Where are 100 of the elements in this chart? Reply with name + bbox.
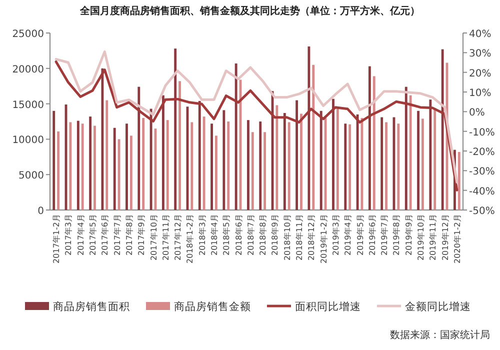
- y-tick-label: 25000: [12, 29, 44, 40]
- bar: [162, 95, 164, 210]
- bar: [246, 120, 250, 210]
- x-tick-label: 2019年12月: [440, 214, 450, 261]
- bar: [372, 76, 376, 210]
- bar: [344, 124, 347, 210]
- x-tick-label: 2018年8月: [258, 214, 268, 256]
- bar: [126, 124, 128, 210]
- bar: [202, 116, 206, 210]
- bar: [421, 118, 424, 210]
- bar: [441, 49, 444, 210]
- bar: [276, 105, 278, 210]
- bar: [174, 48, 177, 210]
- bar: [429, 100, 432, 210]
- x-tick-label: 2019年10月: [416, 214, 426, 261]
- bar: [336, 106, 339, 210]
- x-tick-label: 2017年9月: [137, 214, 146, 256]
- bar: [264, 132, 266, 210]
- bar: [296, 100, 298, 210]
- y2-tick-label: -30%: [469, 166, 495, 178]
- bar: [368, 66, 371, 210]
- x-tick-label: 2019年1-2月: [319, 214, 328, 264]
- bar: [234, 63, 238, 210]
- x-tick-label: 2017年1-2月: [52, 214, 62, 264]
- x-tick-label: 2018年1-2月: [186, 214, 195, 264]
- x-tick-label: 2018年3月: [198, 214, 207, 256]
- x-tick-label: 2017年3月: [64, 214, 74, 256]
- bar: [178, 81, 181, 210]
- x-tick-label: 2018年7月: [246, 214, 256, 256]
- bar: [300, 114, 302, 210]
- bar: [288, 122, 290, 210]
- bar: [312, 64, 315, 210]
- x-tick-label: 2019年8月: [392, 214, 402, 256]
- bar: [142, 118, 145, 210]
- y2-tick-label: 10%: [469, 88, 492, 99]
- x-tick-label: 2018年4月: [210, 214, 219, 256]
- x-tick-label: 2017年11月: [161, 214, 170, 261]
- bar: [198, 100, 201, 210]
- bar: [380, 117, 384, 210]
- bar: [89, 116, 92, 210]
- x-tick-label: 2017年7月: [112, 214, 122, 256]
- bar: [113, 128, 116, 210]
- bar: [57, 131, 60, 210]
- y2-tick-label: 30%: [469, 48, 492, 60]
- bar: [190, 122, 194, 210]
- x-tick-label: 2018年9月: [270, 214, 280, 256]
- x-tick-label: 2018年6月: [234, 214, 244, 256]
- bar: [251, 132, 254, 210]
- x-tick-label: 2018年11月: [295, 214, 304, 261]
- x-tick-label: 2018年10月: [282, 214, 292, 261]
- bar: [101, 68, 104, 210]
- bar: [259, 122, 262, 210]
- x-tick-label: 2019年6月: [368, 214, 377, 256]
- bar: [138, 86, 140, 210]
- x-tick-label: 2017年5月: [88, 214, 98, 256]
- bar: [458, 152, 460, 210]
- y2-tick-label: -50%: [469, 206, 495, 217]
- x-tick-label: 2020年1-2月: [452, 214, 462, 264]
- bar: [320, 110, 322, 210]
- bar: [52, 110, 56, 210]
- bar: [227, 122, 230, 210]
- x-tick-label: 2017年4月: [76, 214, 86, 256]
- bar: [214, 136, 218, 210]
- x-tick-label: 2017年8月: [124, 214, 134, 256]
- y2-tick-label: -40%: [469, 186, 495, 198]
- y-tick-label: 10000: [12, 135, 44, 146]
- bar: [81, 124, 84, 210]
- x-tick-label: 2019年4月: [344, 214, 353, 256]
- x-tick-label: 2019年5月: [356, 214, 365, 256]
- legend-label: 面积同比增速: [295, 300, 361, 313]
- bar: [348, 124, 352, 210]
- y-tick-label: 20000: [12, 64, 44, 76]
- bar: [385, 122, 388, 210]
- bar: [409, 95, 412, 210]
- x-tick-label: 2019年3月: [331, 214, 340, 256]
- bar: [106, 100, 108, 210]
- bar: [210, 124, 213, 210]
- y-tick-label: 5000: [18, 170, 44, 182]
- y2-tick-label: 40%: [469, 29, 492, 40]
- bar: [69, 122, 72, 210]
- bar: [417, 110, 420, 210]
- x-tick-label: 2017年6月: [100, 214, 110, 256]
- bar: [166, 120, 169, 210]
- x-tick-label: 2017年12月: [174, 214, 183, 261]
- bar: [308, 46, 310, 210]
- bar: [94, 126, 96, 210]
- bar: [283, 113, 286, 210]
- x-tick-label: 2019年11月: [428, 214, 438, 261]
- chart-title: 全国月度商品房销售面积、销售金额及其同比走势（单位：万平方米、亿元）: [79, 5, 420, 17]
- legend-label: 商品房销售面积: [53, 300, 130, 313]
- y2-tick-label: 0%: [469, 108, 485, 119]
- x-tick-label: 2017年10月: [149, 214, 158, 261]
- bar: [150, 108, 152, 210]
- x-tick-label: 2018年12月: [307, 214, 316, 261]
- x-tick-label: 2019年9月: [404, 214, 414, 256]
- bar: [356, 114, 359, 210]
- source-note: 数据来源：国家统计局: [390, 329, 490, 341]
- y2-tick-label: 20%: [469, 68, 492, 80]
- y2-tick-label: -20%: [469, 147, 495, 158]
- bar: [397, 124, 400, 210]
